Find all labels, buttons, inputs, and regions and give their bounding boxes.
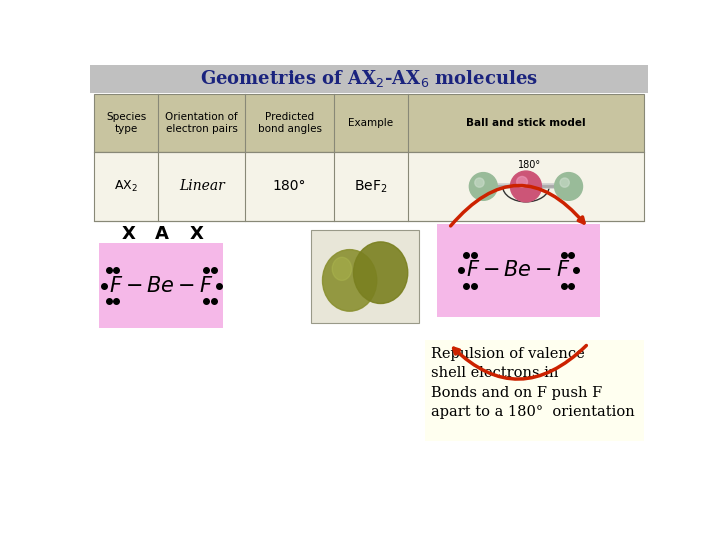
Text: X: X [122,225,135,243]
Text: Linear: Linear [179,179,225,193]
Text: Example: Example [348,118,394,128]
Circle shape [510,171,541,202]
Circle shape [469,173,498,200]
Text: Predicted
bond angles: Predicted bond angles [258,112,322,134]
FancyBboxPatch shape [94,152,644,221]
Text: 180°: 180° [518,160,541,170]
Text: Geometries of AX$_2$-AX$_6$ molecules: Geometries of AX$_2$-AX$_6$ molecules [200,68,538,89]
Text: 180°: 180° [273,179,306,193]
FancyBboxPatch shape [437,224,600,316]
Text: Species
type: Species type [106,112,146,134]
Text: Repulsion of valence
shell electrons in
Bonds and on F push F
apart to a 180°  o: Repulsion of valence shell electrons in … [431,347,635,419]
Text: $F-Be-F$: $F-Be-F$ [109,276,214,296]
Ellipse shape [354,242,408,303]
Circle shape [554,173,582,200]
Text: Orientation of
electron pairs: Orientation of electron pairs [166,112,238,134]
Text: $F-Be-F$: $F-Be-F$ [467,260,571,280]
Circle shape [517,177,528,187]
FancyBboxPatch shape [99,244,223,328]
Text: A: A [155,225,169,243]
Ellipse shape [332,257,351,280]
Circle shape [474,178,484,187]
Text: Ball and stick model: Ball and stick model [466,118,586,128]
Text: BeF$_2$: BeF$_2$ [354,178,387,194]
FancyBboxPatch shape [311,231,419,323]
Text: AX$_2$: AX$_2$ [114,179,138,194]
Text: X: X [190,225,204,243]
Circle shape [560,178,570,187]
FancyBboxPatch shape [94,94,644,152]
FancyBboxPatch shape [425,340,644,441]
FancyBboxPatch shape [90,65,648,93]
Ellipse shape [323,249,377,311]
